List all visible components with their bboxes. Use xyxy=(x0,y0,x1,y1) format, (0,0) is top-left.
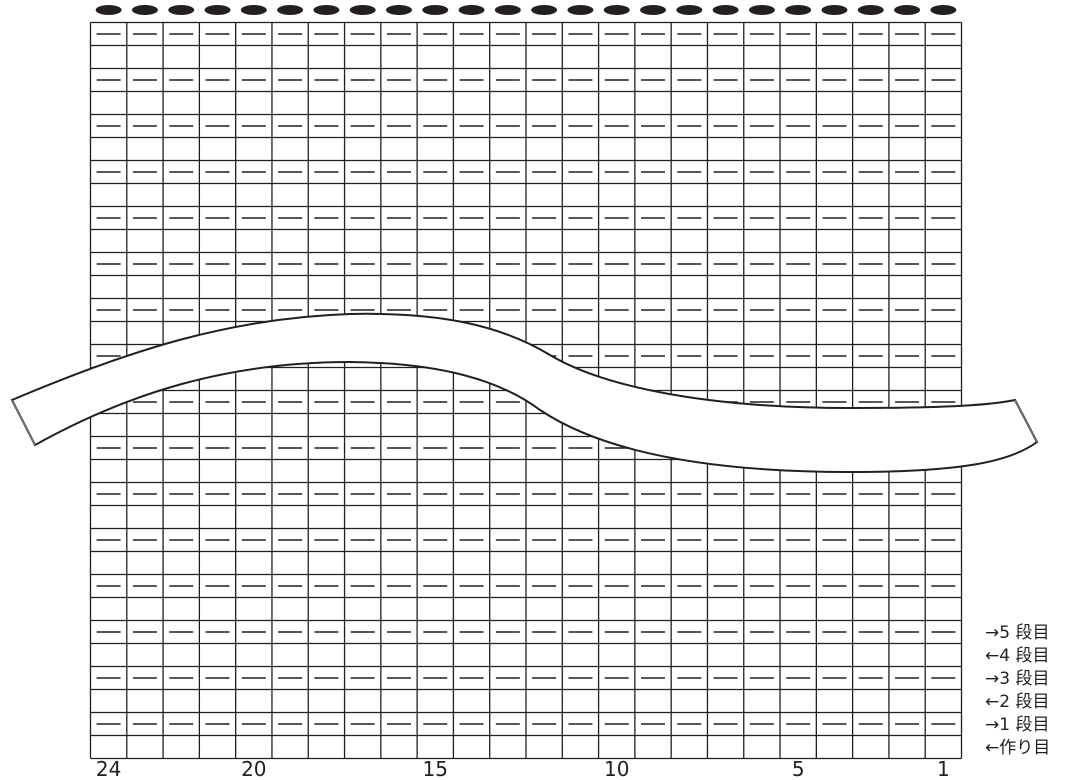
bind-off-stitch xyxy=(494,5,521,15)
chart-break-band xyxy=(10,312,1039,474)
column-numbers: 24 20 15 10 5 1 xyxy=(96,757,950,780)
column-number: 24 xyxy=(96,757,121,780)
column-number: 5 xyxy=(792,757,805,780)
row-label: →3 段目 xyxy=(985,669,1049,689)
column-number: 20 xyxy=(241,757,266,780)
bind-off-stitch xyxy=(603,5,630,15)
bind-off-stitch xyxy=(131,5,158,15)
row-label: ←4 段目 xyxy=(985,646,1049,666)
break-band-right-edge xyxy=(1014,399,1038,443)
purl-marks xyxy=(96,33,956,725)
column-number: 10 xyxy=(604,757,629,780)
bind-off-stitch xyxy=(313,5,340,15)
row-label: ←作り目 xyxy=(985,738,1050,758)
row-label: →1 段目 xyxy=(985,715,1049,735)
bind-off-stitch xyxy=(748,5,775,15)
bind-off-stitch xyxy=(857,5,884,15)
bind-off-stitch xyxy=(567,5,594,15)
bind-off-stitch xyxy=(712,5,739,15)
bind-off-stitch xyxy=(821,5,848,15)
bind-off-stitch xyxy=(240,5,267,15)
bind-off-stitch xyxy=(168,5,195,15)
row-label: ←2 段目 xyxy=(985,692,1049,712)
bind-off-stitch xyxy=(894,5,921,15)
bind-off-stitch xyxy=(349,5,376,15)
column-number: 15 xyxy=(423,757,448,780)
row-label: →5 段目 xyxy=(985,623,1049,643)
bind-off-stitch xyxy=(277,5,304,15)
bind-off-stitch xyxy=(785,5,812,15)
bind-off-stitch xyxy=(640,5,667,15)
bind-off-row xyxy=(95,5,957,15)
bind-off-stitch xyxy=(676,5,703,15)
bind-off-stitch xyxy=(930,5,957,15)
column-number: 1 xyxy=(937,757,950,780)
bind-off-stitch xyxy=(422,5,449,15)
bind-off-stitch xyxy=(458,5,485,15)
bind-off-stitch xyxy=(95,5,122,15)
bind-off-stitch xyxy=(531,5,558,15)
bind-off-stitch xyxy=(385,5,412,15)
break-band-left-edge xyxy=(11,399,36,446)
bind-off-stitch xyxy=(204,5,231,15)
row-labels: →5 段目 ←4 段目 →3 段目 ←2 段目 →1 段目 ←作り目 xyxy=(985,623,1050,758)
